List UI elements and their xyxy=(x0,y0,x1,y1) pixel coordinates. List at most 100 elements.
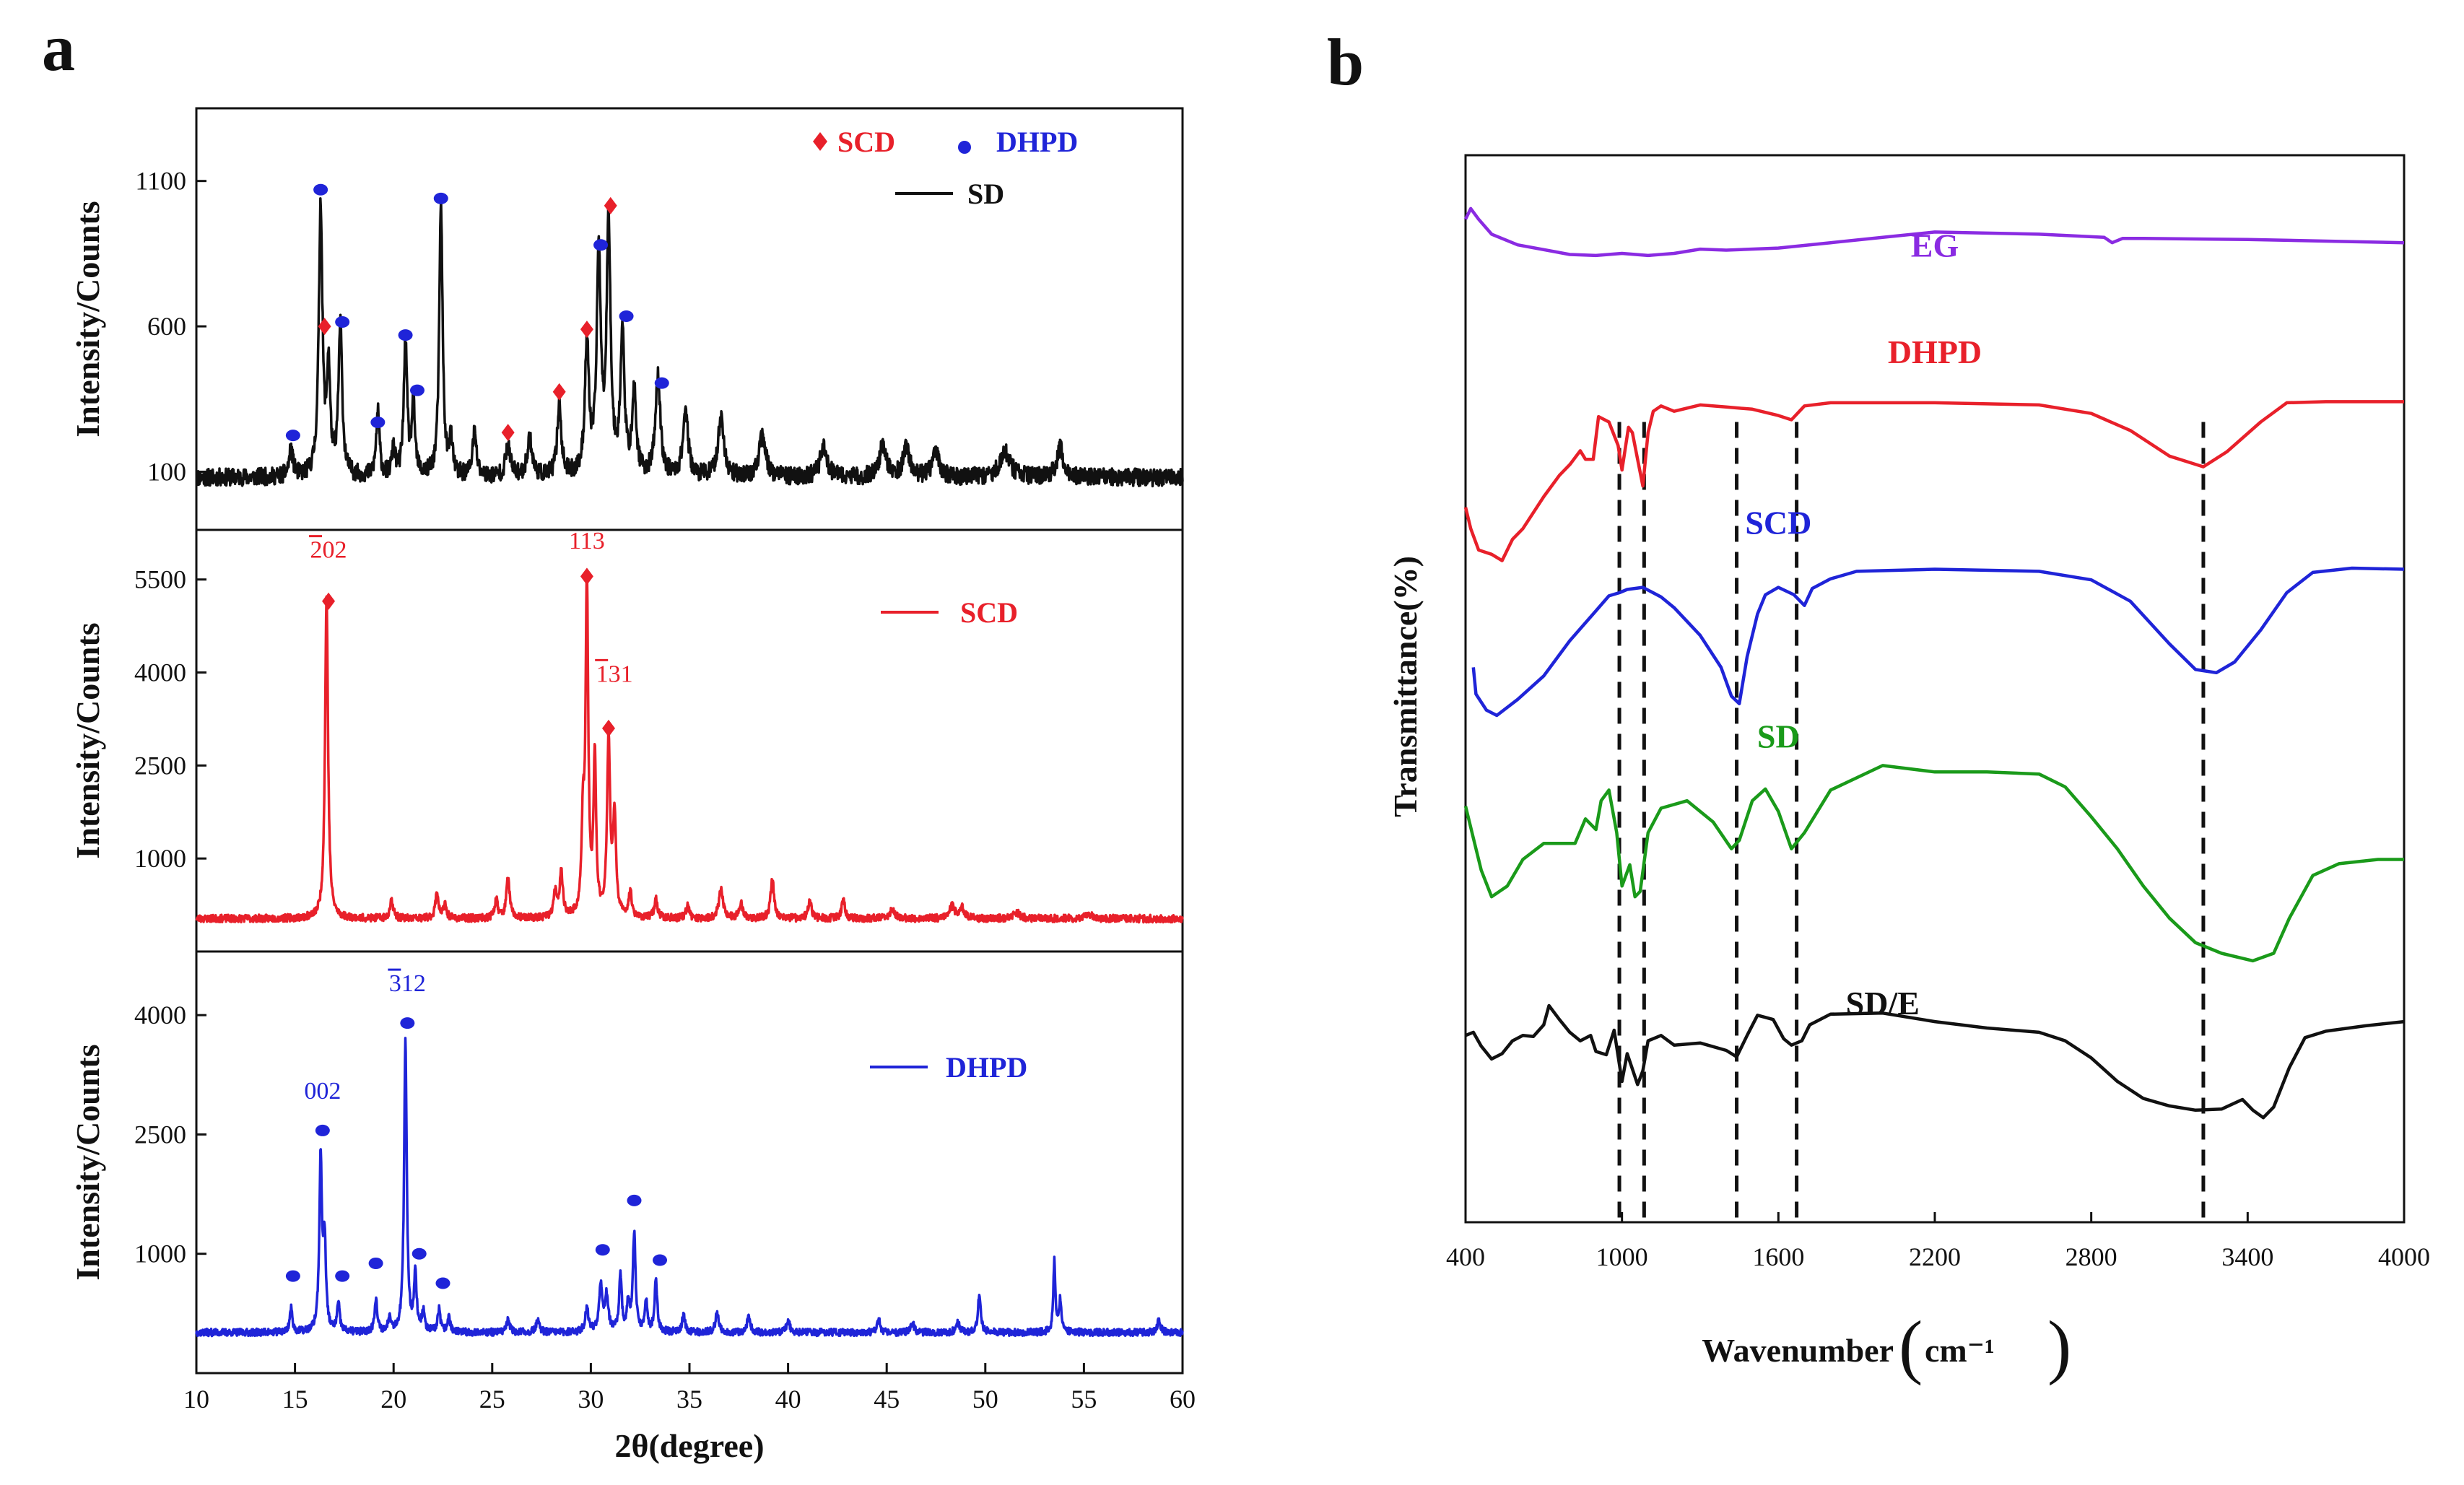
x-axis-title: Wavenumber ( cm⁻¹ ) xyxy=(1702,1306,2071,1386)
y-tick-label: 600 xyxy=(147,312,186,341)
x-axis-unit: cm⁻¹ xyxy=(1925,1332,1995,1369)
marker-dhpd xyxy=(595,1244,610,1256)
series-line-eg xyxy=(1463,206,2405,258)
series-line-dhpd xyxy=(1463,400,2404,562)
x-tick-label: 50 xyxy=(972,1385,998,1414)
marker-scd xyxy=(580,321,593,339)
legend: SCD xyxy=(881,596,1018,629)
marker-scd xyxy=(604,196,617,214)
series-line-scd xyxy=(1471,566,2405,718)
legend-marker-scd xyxy=(813,132,827,151)
x-axis-title-text: Wavenumber xyxy=(1702,1332,1894,1369)
marker-dhpd xyxy=(368,1257,383,1269)
x-tick-label: 25 xyxy=(479,1385,505,1414)
y-tick-label: 4000 xyxy=(134,658,186,687)
x-axis-paren-close: ) xyxy=(2047,1306,2071,1386)
marker-dhpd xyxy=(412,1247,427,1260)
y-axis-title: Intensity/Counts xyxy=(69,1044,106,1280)
x-tick-label: 35 xyxy=(676,1385,702,1414)
x-tick-label: 45 xyxy=(874,1385,900,1414)
marker-dhpd xyxy=(435,1277,450,1289)
y-tick-label: 1000 xyxy=(134,1240,186,1268)
marker-dhpd xyxy=(370,416,386,428)
x-tick-label: 40 xyxy=(775,1385,801,1414)
marker-dhpd xyxy=(433,192,448,204)
marker-scd xyxy=(552,383,566,401)
series-line-sd xyxy=(1463,764,2404,963)
y-tick-label: 2500 xyxy=(134,1120,186,1149)
legend-label-dhpd: DHPD xyxy=(946,1051,1027,1084)
marker-scd xyxy=(501,424,515,442)
series-label: SD/E xyxy=(1846,985,1920,1022)
y-tick-label: 4000 xyxy=(134,1001,186,1029)
legend: SCD DHPD SD xyxy=(813,126,1078,210)
y-tick-label: 5500 xyxy=(134,565,186,594)
y-tick-label: 2500 xyxy=(134,751,186,780)
y-axis-title: Intensity/Counts xyxy=(69,201,106,437)
legend-label-sd: SD xyxy=(967,178,1004,210)
marker-dhpd xyxy=(619,310,634,322)
x-tick-label: 1000 xyxy=(1596,1242,1648,1271)
peak-label: 131 xyxy=(596,661,633,687)
x-tick-label: 2200 xyxy=(1909,1242,1961,1271)
y-tick-label: 100 xyxy=(147,457,186,486)
x-tick-label: 4000 xyxy=(2378,1242,2430,1271)
marker-dhpd xyxy=(400,1017,415,1029)
x-tick-label: 60 xyxy=(1170,1385,1196,1414)
marker-dhpd xyxy=(335,1270,350,1282)
peak-label: 113 xyxy=(569,528,605,554)
series-line-scd xyxy=(195,569,1184,924)
x-tick-label: 1600 xyxy=(1752,1242,1804,1271)
marker-dhpd xyxy=(654,377,669,389)
legend-marker-dhpd xyxy=(958,141,971,154)
x-tick-label: 3400 xyxy=(2221,1242,2273,1271)
panel-a-letter: a xyxy=(42,11,75,84)
legend-label-scd: SCD xyxy=(960,596,1018,629)
series-label: DHPD xyxy=(1888,334,1982,370)
x-tick-label: 2800 xyxy=(2065,1242,2117,1271)
series-line-sd xyxy=(195,197,1184,488)
x-tick-label: 15 xyxy=(282,1385,308,1414)
xrd-plot-sd: 100 600 1100 Intensity/Counts SCD DHPD SD xyxy=(69,107,1184,531)
x-tick-label: 55 xyxy=(1071,1385,1097,1414)
peak-label: 312 xyxy=(389,970,426,997)
legend-label-scd: SCD xyxy=(837,126,895,158)
marker-scd xyxy=(601,719,615,737)
marker-dhpd xyxy=(315,1124,330,1136)
plot-frame xyxy=(1464,154,2406,1224)
x-tick-label: 20 xyxy=(380,1385,406,1414)
marker-dhpd xyxy=(593,239,609,251)
marker-scd xyxy=(322,592,336,610)
series-label: SD xyxy=(1757,718,1800,754)
series-label: SCD xyxy=(1745,505,1811,541)
y-tick-label: 1000 xyxy=(134,844,186,873)
xrd-plot-dhpd: 1000 2500 4000 10 15 20 25 30 35 40 45 50 55 60 002 3… xyxy=(69,950,1196,1464)
marker-dhpd xyxy=(335,316,350,328)
marker-scd xyxy=(580,567,593,585)
panel-b-letter: b xyxy=(1327,25,1364,99)
legend: DHPD xyxy=(870,1051,1027,1084)
series-line-dhpd xyxy=(195,1037,1184,1338)
y-tick-label: 1100 xyxy=(135,167,186,196)
y-axis-title: Transmittance(%) xyxy=(1387,556,1424,817)
marker-dhpd xyxy=(398,329,413,341)
x-axis-title: 2θ(degree) xyxy=(614,1427,764,1464)
series-label: EG xyxy=(1911,227,1959,264)
legend-label-dhpd: DHPD xyxy=(996,126,1078,158)
marker-scd xyxy=(318,318,331,336)
marker-dhpd xyxy=(627,1194,642,1206)
peak-label: 202 xyxy=(310,537,347,564)
ftir-plot: EG DHPD SCD SD SD/E 400 1000 1600 2200 2800 3400 4… xyxy=(1387,154,2430,1386)
marker-dhpd xyxy=(313,183,328,196)
peak-label: 002 xyxy=(304,1078,341,1105)
x-tick-label: 400 xyxy=(1446,1242,1485,1271)
marker-dhpd xyxy=(285,1270,300,1282)
x-axis-paren-open: ( xyxy=(1899,1306,1923,1386)
marker-dhpd xyxy=(409,384,425,396)
marker-dhpd xyxy=(653,1254,668,1266)
plot-frame xyxy=(195,950,1184,1375)
xrd-plot-scd: 1000 2500 4000 5500 202 113 131 Intensity/Cou… xyxy=(69,528,1184,953)
plot-frame xyxy=(195,528,1184,953)
x-tick-label: 30 xyxy=(578,1385,604,1414)
